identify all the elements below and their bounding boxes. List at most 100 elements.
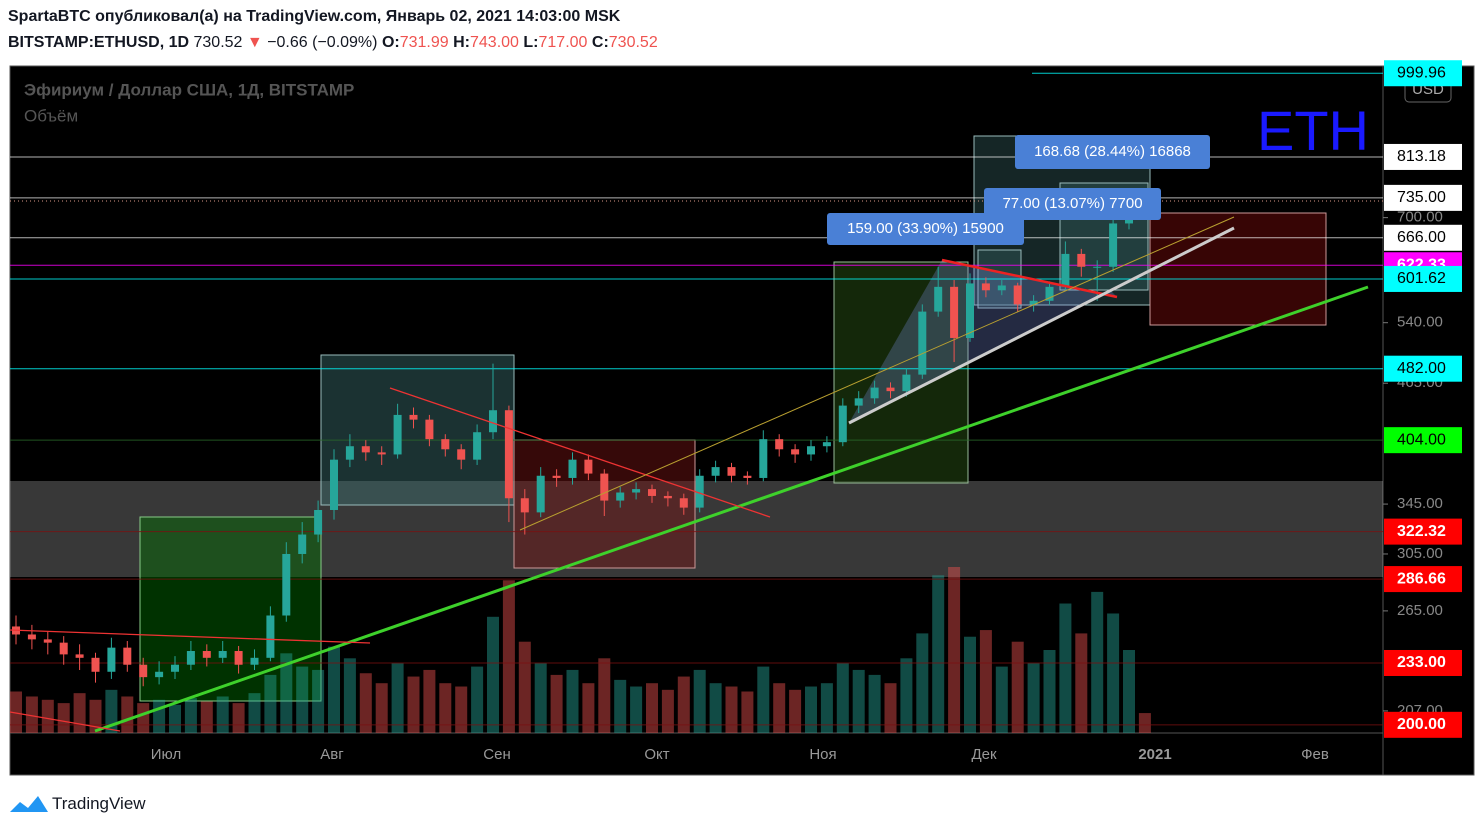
measure-box [827, 213, 1024, 245]
candle-body [139, 664, 148, 678]
level-label: 404.00 [1397, 431, 1446, 448]
volume-bar [487, 616, 499, 733]
volume-bar [836, 663, 849, 733]
y-tick-label: 265.00 [1397, 602, 1443, 619]
candle-body [695, 475, 704, 508]
volume-bar [820, 683, 833, 733]
candle-body [393, 414, 402, 455]
volume-bar [232, 703, 245, 733]
candle-body [1013, 285, 1022, 305]
volume-bar [137, 703, 150, 733]
volume-bar [948, 567, 961, 733]
level-label: 322.32 [1397, 523, 1446, 540]
volume-bar [1123, 650, 1135, 733]
candle-body [43, 639, 52, 643]
y-tick-label: 540.00 [1397, 314, 1443, 331]
box [320, 354, 515, 506]
volume-bar [582, 683, 595, 733]
logo [10, 796, 48, 812]
l-label: L: [523, 34, 539, 51]
candle-body [27, 634, 36, 640]
volume-bar [916, 633, 929, 733]
volume-bar [359, 673, 372, 733]
candle-body [918, 311, 927, 375]
level-label: 999.96 [1397, 64, 1446, 81]
candle-body [759, 439, 768, 478]
level-box [1384, 143, 1462, 170]
o-label: O: [381, 34, 400, 51]
box [139, 516, 322, 702]
volume-bar [1043, 650, 1056, 733]
level-label: 813.18 [1397, 148, 1446, 165]
candles [12, 189, 1149, 687]
candle-body [1061, 253, 1070, 287]
candle-body [568, 459, 577, 478]
volume-bar [741, 691, 754, 733]
level-label: 601.62 [1397, 270, 1446, 287]
candle-body [250, 657, 259, 665]
candle-body [966, 283, 974, 338]
volume-bar [73, 693, 86, 733]
legend: Эфириум / Доллар США, 1Д, BITSTAMP [24, 80, 354, 99]
volume-bar [566, 669, 579, 733]
volume-bar [677, 676, 690, 733]
volume-bar [502, 580, 515, 733]
volume-bar [280, 653, 293, 733]
x-tick-label: Окт [644, 746, 669, 763]
volume-bar [1059, 603, 1072, 733]
volume-bar [264, 674, 277, 733]
x-tick-label: Июл [151, 746, 181, 763]
volume-bar [598, 658, 611, 733]
candle-body [584, 459, 593, 474]
y-tick-label: 305.00 [1397, 545, 1443, 562]
volume-bar [630, 686, 643, 733]
candle-body [186, 651, 195, 665]
volume-bar [1075, 633, 1088, 733]
volume-bar [661, 689, 674, 733]
last: 730.52 [193, 34, 243, 51]
candle-body [552, 475, 561, 478]
volume-bar [121, 696, 134, 733]
candle-body [473, 432, 482, 460]
candle-body [934, 286, 943, 312]
o: 731.99 [399, 34, 449, 51]
level-box [1384, 355, 1462, 382]
y-tick-label: 700.00 [1397, 209, 1443, 226]
candle-body [1029, 300, 1038, 305]
candle-body [298, 534, 307, 554]
candle-body [822, 442, 831, 447]
level-label: 286.66 [1397, 570, 1446, 587]
x-tick-label: Фев [1301, 746, 1329, 763]
volume-bar [423, 669, 436, 733]
candle-body [1045, 286, 1054, 301]
candle-body [425, 419, 434, 440]
x-tick-label: Дек [971, 746, 997, 763]
candle-body [155, 671, 164, 678]
volume-bar [1107, 613, 1120, 733]
candle-body [171, 664, 179, 672]
candle-body [345, 446, 354, 460]
volume-bar [296, 666, 309, 733]
candle-body [489, 410, 497, 433]
candle-body [902, 374, 911, 392]
volume-bar [646, 683, 658, 733]
volume-bar [693, 669, 706, 733]
candle-body [504, 410, 513, 499]
header-ohlc: BITSTAMP:ETHUSD, 1D 730.52 ▼ −0.66 (−0.0… [8, 34, 658, 52]
h: 743.00 [470, 34, 519, 51]
h-label: H: [453, 34, 470, 51]
c-label: C: [591, 34, 609, 51]
volume-bar [248, 693, 261, 733]
candle-body [838, 405, 847, 443]
volume-bar [534, 663, 547, 733]
volume-bar [439, 683, 452, 733]
measure-label: 159.00 (33.90%) 15900 [847, 220, 1004, 237]
y-tick-label: 345.00 [1397, 495, 1443, 512]
candle-body [409, 414, 418, 420]
candle-body [361, 446, 370, 453]
candle-body [123, 647, 132, 665]
volume-bar [312, 669, 325, 733]
level-label: 482.00 [1397, 360, 1446, 377]
candle-body [377, 452, 386, 455]
